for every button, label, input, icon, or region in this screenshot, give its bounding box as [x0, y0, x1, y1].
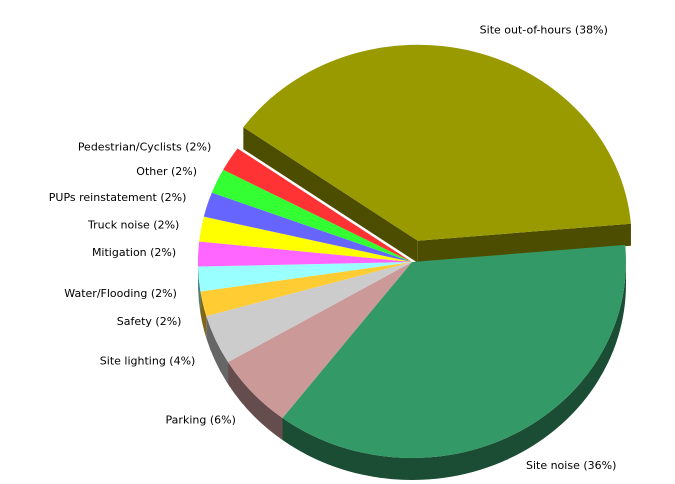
slice — [198, 266, 201, 314]
slice-side — [200, 291, 207, 339]
slice-top — [203, 192, 412, 262]
slice-sides — [198, 127, 631, 480]
slice — [243, 127, 631, 263]
slice-label: Truck noise (2%) — [87, 218, 179, 231]
slice-top — [197, 241, 412, 267]
slice-side — [282, 262, 626, 480]
slice-top — [206, 262, 412, 363]
slice-top — [200, 262, 412, 317]
slice-label: Site out-of-hours (38%) — [480, 23, 608, 36]
slice-top — [228, 262, 412, 419]
slice — [282, 262, 626, 480]
slice-top — [211, 169, 412, 262]
slice-label: Safety (2%) — [117, 315, 182, 328]
slice-top — [282, 244, 627, 458]
slice — [228, 362, 283, 441]
slice-top — [223, 148, 412, 262]
slice-top — [199, 216, 412, 262]
slice-side — [198, 266, 201, 314]
slice-side — [228, 362, 283, 441]
slice — [200, 291, 207, 339]
slice-top — [243, 44, 631, 241]
slice-side — [206, 316, 229, 385]
slice-label: Mitigation (2%) — [92, 246, 176, 259]
slice — [206, 316, 229, 385]
slice-tops — [197, 44, 631, 458]
labels: Site out-of-hours (38%) Site noise (36%) P… — [49, 23, 617, 472]
slice-label: Parking (6%) — [166, 413, 236, 426]
slice-top — [198, 262, 412, 292]
slice-label: PUPs reinstatement (2%) — [49, 191, 187, 204]
slice-label: Site lighting (4%) — [100, 355, 196, 368]
slice-wall — [417, 223, 631, 263]
slice-label: Other (2%) — [136, 165, 197, 178]
slice-label: Water/Flooding (2%) — [64, 287, 177, 300]
slice-label: Pedestrian/Cyclists (2%) — [78, 140, 211, 153]
slice-wall — [243, 127, 418, 263]
slice-label: Site noise (36%) — [526, 459, 616, 472]
